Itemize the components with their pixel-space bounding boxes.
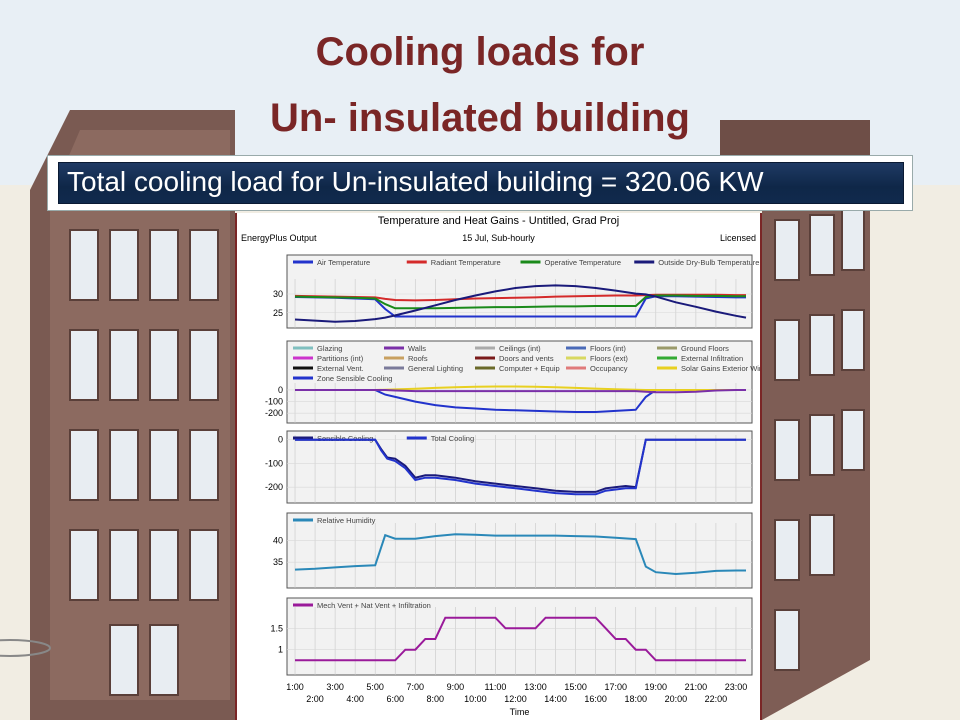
panel-cooling: 0 -100 -200 Sensible Cooling Total Cooling: [265, 430, 753, 504]
x-tick-label: 14:00: [544, 694, 567, 704]
total-load-banner: Total cooling load for Un-insulated buil…: [47, 155, 913, 211]
legend-label: Ceilings (int): [499, 344, 541, 353]
banner-text: Total cooling load for Un-insulated buil…: [67, 166, 764, 197]
x-tick-label: 15:00: [564, 682, 587, 692]
legend-label: Outside Dry-Bulb Temperature: [658, 258, 759, 267]
legend-label: External Infiltration: [681, 354, 743, 363]
legend-label: Doors and vents: [499, 354, 554, 363]
legend-label: Occupancy: [590, 364, 628, 373]
x-tick-label: 13:00: [524, 682, 547, 692]
plot-area: [286, 597, 753, 676]
y-tick-label: -200: [265, 482, 283, 492]
x-tick-label: 10:00: [464, 694, 487, 704]
y-tick-label: 1: [278, 645, 283, 655]
series-line: [295, 616, 746, 662]
chart-header-left: EnergyPlus Output: [241, 233, 317, 243]
x-tick-label: 5:00: [366, 682, 384, 692]
slide-title-line2: Un- insulated building: [270, 96, 690, 140]
legend-label: Total Cooling: [431, 434, 474, 443]
legend-label: Mech Vent + Nat Vent + Infiltration: [317, 601, 431, 610]
y-tick-label: 1.5: [270, 623, 283, 633]
chart-svg: 25 30 Air Temperature Radiant Temperature Op…: [265, 254, 760, 717]
plot-area: [286, 430, 753, 504]
x-tick-label: 22:00: [705, 694, 728, 704]
legend-label: Walls: [408, 344, 426, 353]
legend-label: External Vent.: [317, 364, 364, 373]
series-line: [294, 284, 747, 323]
y-tick-label: 0: [278, 435, 283, 445]
x-tick-label: 23:00: [725, 682, 748, 692]
y-tick-label: 30: [273, 289, 283, 299]
chart-header-right: Licensed: [719, 233, 756, 243]
legend-label: Floors (ext): [590, 354, 628, 363]
x-tick-label: 6:00: [386, 694, 404, 704]
slide-title-line1: Cooling loads for: [315, 30, 645, 74]
legend-label: Operative Temperature: [545, 258, 622, 267]
x-tick-label: 19:00: [645, 682, 668, 692]
plot-area: [286, 340, 753, 424]
legend-label: Partitions (int): [317, 354, 364, 363]
panel-ventilation: 1 1.5 Mech Vent + Nat Vent + Infiltration: [270, 597, 753, 676]
legend-label: Zone Sensible Cooling: [317, 374, 392, 383]
y-tick-label: -100: [265, 397, 283, 407]
x-tick-label: 4:00: [346, 694, 364, 704]
y-tick-label: 40: [273, 535, 283, 545]
y-tick-label: -100: [265, 458, 283, 468]
y-tick-label: 25: [273, 308, 283, 318]
chart-title: Temperature and Heat Gains - Untitled, G…: [377, 215, 620, 227]
panel-humidity: 35 40 Relative Humidity: [273, 512, 753, 589]
panel-temperatures: 25 30 Air Temperature Radiant Temperature Op…: [273, 254, 759, 329]
x-tick-label: 8:00: [427, 694, 445, 704]
series-line: [295, 438, 746, 496]
legend-label: Air Temperature: [317, 258, 370, 267]
x-tick-label: 20:00: [665, 694, 688, 704]
plot-area: [286, 512, 753, 589]
legend-label: Glazing: [317, 344, 342, 353]
legend-label: Roofs: [408, 354, 428, 363]
legend-label: Computer + Equip: [499, 364, 560, 373]
x-tick-label: 2:00: [306, 694, 324, 704]
y-tick-label: -200: [265, 408, 283, 418]
energyplus-chart: Temperature and Heat Gains - Untitled, G…: [235, 213, 762, 720]
x-tick-label: 7:00: [407, 682, 425, 692]
x-tick-label: 3:00: [326, 682, 344, 692]
series-line: [294, 533, 746, 576]
legend-label: Floors (int): [590, 344, 626, 353]
x-axis-label: Time: [510, 707, 530, 717]
x-tick-label: 11:00: [485, 682, 507, 692]
x-tick-label: 18:00: [624, 694, 647, 704]
chart-header-center: 15 Jul, Sub-hourly: [462, 233, 535, 243]
legend-label: Sensible Cooling: [317, 434, 373, 443]
banner-bar: Total cooling load for Un-insulated buil…: [58, 162, 904, 204]
x-tick-label: 1:00: [286, 682, 304, 692]
legend-label: Ground Floors: [681, 344, 729, 353]
x-tick-label: 16:00: [584, 694, 607, 704]
panel-heat-gains: 0 -100-200 Glazing Walls Ceilings (int) Floor…: [265, 340, 760, 424]
legend-label: Relative Humidity: [317, 516, 376, 525]
x-tick-label: 21:00: [685, 682, 708, 692]
x-tick-label: 12:00: [504, 694, 527, 704]
series-line: [295, 389, 746, 394]
legend-label: Radiant Temperature: [431, 258, 501, 267]
x-tick-label: 9:00: [447, 682, 465, 692]
series-line: [294, 294, 746, 310]
y-tick-label: 0: [278, 385, 283, 395]
y-tick-label: 35: [273, 557, 283, 567]
x-tick-label: 17:00: [604, 682, 627, 692]
legend-label: General Lighting: [408, 364, 463, 373]
legend-label: Solar Gains Exterior Windows: [681, 364, 760, 373]
